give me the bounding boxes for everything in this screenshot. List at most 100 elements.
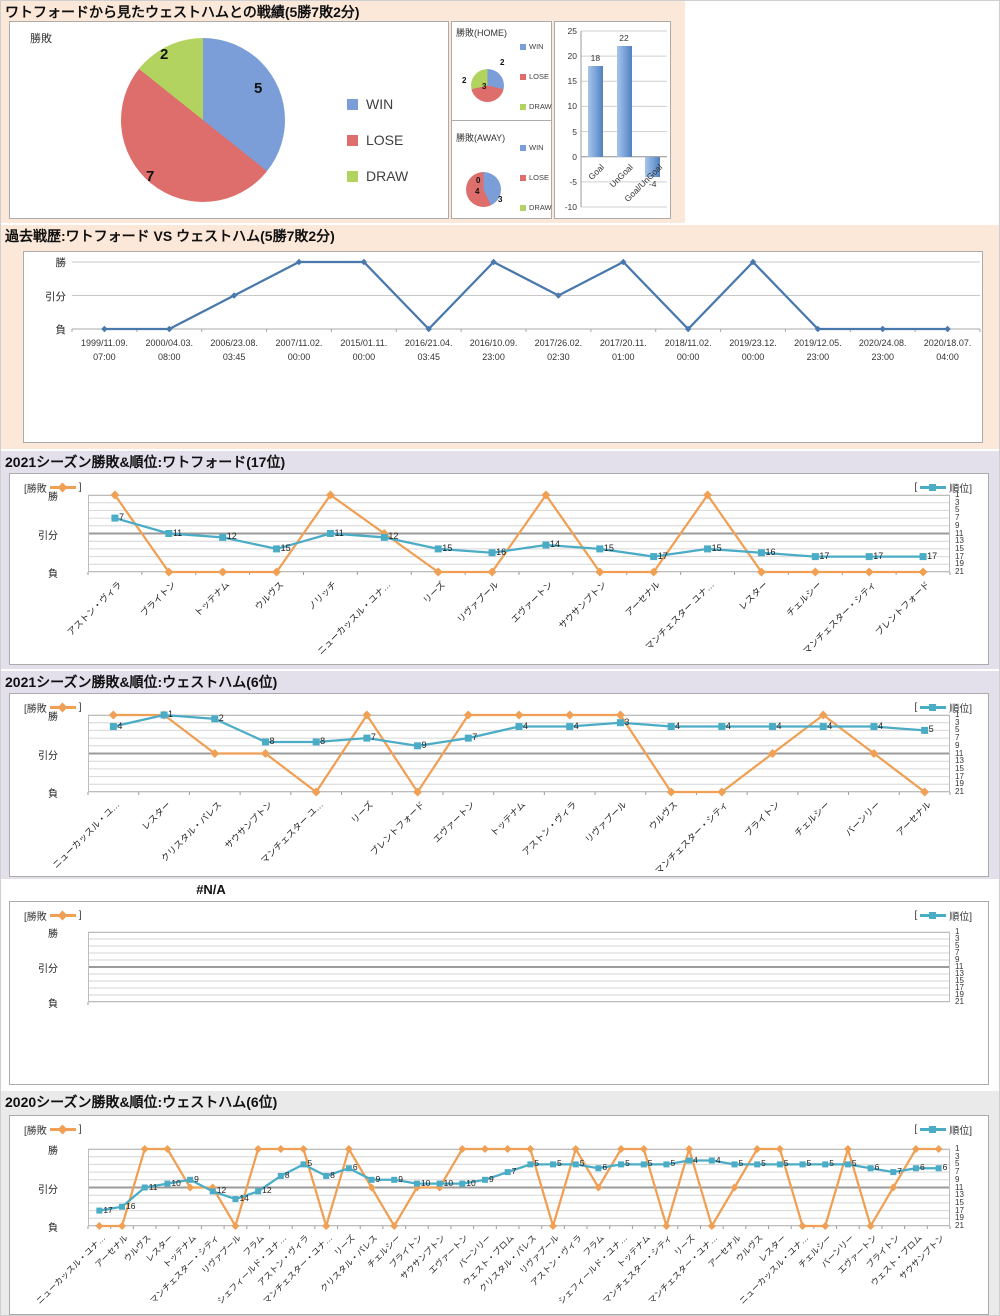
rank-label: 17 bbox=[657, 550, 668, 561]
rank-label: 4 bbox=[693, 1154, 698, 1165]
result-marker bbox=[163, 1145, 172, 1153]
result-legend-marker-icon bbox=[49, 1124, 76, 1135]
axis-label-right: 9 bbox=[955, 520, 960, 530]
rank-label: 6 bbox=[602, 1162, 608, 1173]
rank-label: 12 bbox=[216, 1185, 227, 1196]
rank-marker bbox=[616, 719, 624, 727]
rank-label: 8 bbox=[330, 1169, 335, 1180]
date-line1: 2006/23.08. bbox=[210, 338, 258, 348]
rank-legend-marker-icon bbox=[920, 483, 947, 492]
legend-marker bbox=[57, 1124, 68, 1135]
rank-marker bbox=[141, 1184, 148, 1191]
rank-label: 5 bbox=[579, 1158, 585, 1169]
result-legend-marker-icon bbox=[49, 910, 76, 921]
axis-label-right: 13 bbox=[955, 536, 964, 546]
axis-label-left: 引分 bbox=[38, 530, 58, 542]
legend-swatch bbox=[520, 43, 526, 50]
result-marker bbox=[775, 1145, 784, 1153]
axis-label-right: 15 bbox=[955, 543, 964, 553]
rank-marker bbox=[618, 1161, 625, 1168]
axis-label-right: 9 bbox=[955, 1174, 960, 1184]
rank-marker bbox=[345, 1165, 352, 1172]
result-marker bbox=[918, 567, 928, 577]
axis-label-right: 21 bbox=[955, 1221, 964, 1230]
rank-plot-svg bbox=[87, 710, 951, 797]
axis-label-left: 負 bbox=[55, 324, 67, 336]
rank-marker bbox=[844, 1161, 851, 1168]
rank-marker bbox=[109, 723, 117, 731]
legend-text: [勝敗 bbox=[24, 484, 47, 495]
rank-label: 14 bbox=[239, 1193, 249, 1204]
result-marker bbox=[594, 1183, 603, 1192]
rank-label: 4 bbox=[877, 720, 883, 731]
legend-text: [ bbox=[914, 482, 918, 493]
series-legend: [勝敗 ] bbox=[24, 700, 82, 715]
date-line1: 2017/26.02. bbox=[534, 338, 583, 348]
history-marker bbox=[166, 325, 173, 333]
rank-marker bbox=[481, 1176, 488, 1183]
axis-label-right: 15 bbox=[955, 976, 964, 985]
section-title: #N/A bbox=[196, 882, 226, 897]
axis-label-left: 引分 bbox=[38, 1184, 58, 1196]
rank-plot-svg bbox=[87, 1145, 951, 1230]
rank-marker bbox=[261, 738, 269, 746]
pie-graphic bbox=[466, 172, 501, 207]
result-marker bbox=[526, 1145, 535, 1153]
result-marker bbox=[818, 710, 828, 720]
axis-label-left: 負 bbox=[48, 569, 58, 580]
date-line2: 00:00 bbox=[287, 352, 311, 362]
rank-label: 5 bbox=[557, 1158, 562, 1169]
date-label: 2017/20.11. 01:00 bbox=[589, 336, 657, 364]
rank-label: 15 bbox=[711, 542, 722, 553]
rank-label: 8 bbox=[320, 735, 326, 746]
axis-label-left: 負 bbox=[48, 789, 58, 800]
rank-marker bbox=[414, 742, 422, 750]
rank-series-line bbox=[99, 1159, 939, 1212]
result-marker bbox=[869, 749, 879, 758]
date-line2: 03:45 bbox=[417, 352, 440, 362]
line-chart-match-history: 勝引分負 1999/11.09. 07:00 2000/04.03. 08:00 2006… bbox=[23, 251, 983, 443]
rank-label: 9 bbox=[421, 739, 427, 750]
rank-marker bbox=[380, 533, 388, 541]
rank-marker bbox=[515, 723, 523, 731]
legend-item: DRAW bbox=[347, 168, 408, 184]
result-marker bbox=[810, 567, 820, 577]
rank-marker bbox=[667, 723, 675, 731]
pie-value-label: 2 bbox=[160, 46, 169, 63]
date-line1: 2019/12.05. bbox=[794, 338, 842, 348]
history-plot-svg bbox=[71, 258, 981, 333]
rank-label: 5 bbox=[670, 1158, 676, 1169]
axis-label-left: 引分 bbox=[38, 964, 58, 975]
rank-chart-watford-2021: [勝敗 ][ 順位] 勝引分負 1 3 5 7 9 11 13 15 17 19 21 7 11 12 15 11… bbox=[9, 473, 989, 665]
axis-label-right: 1 bbox=[955, 710, 960, 719]
axis-label-right: 19 bbox=[955, 990, 964, 999]
history-marker bbox=[684, 325, 692, 333]
rank-marker bbox=[870, 723, 878, 731]
date-line1: 2016/10.09. bbox=[469, 338, 518, 348]
legend-swatch bbox=[520, 103, 526, 110]
result-marker bbox=[703, 490, 713, 500]
rank-label: 12 bbox=[262, 1185, 272, 1196]
result-marker bbox=[617, 1145, 626, 1153]
date-line2: 03:45 bbox=[222, 352, 246, 362]
rank-marker bbox=[164, 1180, 171, 1187]
date-line2: 23:00 bbox=[871, 352, 894, 362]
history-marker bbox=[101, 325, 108, 333]
category-label: バーンリー bbox=[843, 799, 883, 838]
rank-label: 17 bbox=[103, 1204, 113, 1215]
rank-marker bbox=[865, 553, 873, 561]
rank-legend-marker-icon bbox=[920, 703, 947, 712]
legend-text: LOSE bbox=[366, 132, 404, 148]
rank-marker bbox=[363, 734, 371, 742]
axis-label-right: 3 bbox=[955, 1151, 960, 1161]
date-line1: 2019/23.12. bbox=[729, 338, 777, 348]
rank-marker bbox=[488, 549, 496, 557]
axis-label-right: 5 bbox=[955, 1159, 960, 1169]
axis-label-right: 3 bbox=[955, 717, 960, 727]
rank-label: 4 bbox=[725, 720, 731, 731]
rank-label: 5 bbox=[783, 1158, 789, 1169]
rank-marker bbox=[187, 1176, 194, 1183]
rank-label: 4 bbox=[117, 720, 123, 731]
bar-axis-tick-label: 20 bbox=[567, 51, 577, 62]
legend-marker bbox=[929, 1126, 937, 1133]
